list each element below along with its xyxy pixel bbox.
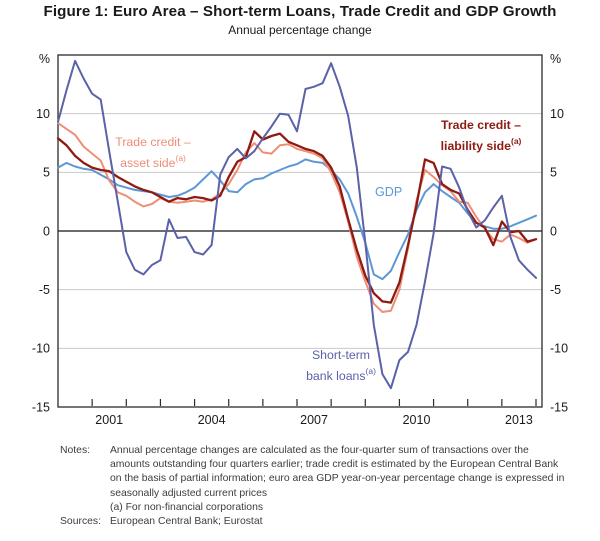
label-line: asset side: [120, 155, 176, 170]
y-axis-label-right: -15: [550, 400, 568, 414]
label-line: bank loans: [306, 369, 366, 384]
footnote-marker: (a): [511, 135, 522, 146]
y-axis-label-right: 0: [550, 224, 557, 238]
y-axis-label-right: -10: [550, 342, 568, 356]
y-axis-label-left: 0: [43, 224, 50, 238]
label-trade-credit-liability-side: Trade credit – liability side(a): [428, 117, 534, 154]
x-axis-label: 2004: [198, 413, 226, 427]
notes-label: Notes:: [60, 445, 91, 456]
y-axis-label-left: -5: [39, 283, 50, 297]
x-axis-label: 2001: [95, 413, 123, 427]
figure-subtitle: Annual percentage change: [228, 23, 372, 37]
y-axis-label-right: 10: [550, 107, 564, 121]
notes-line: on the basis of partial information; eur…: [110, 473, 565, 485]
label-line: Trade credit –: [441, 118, 521, 132]
series-line-short-term-bank-loans-a-: [57, 59, 537, 390]
notes-block: Notes: Annual percentage changes are cal…: [60, 444, 564, 529]
notes-line: Annual percentage changes are calculated…: [110, 445, 529, 456]
y-axis-label-right: 5: [550, 166, 557, 180]
footnote-marker: (a): [365, 366, 376, 376]
notes-line: amounts outstanding four quarters earlie…: [110, 459, 559, 471]
x-axis-label: 2013: [505, 413, 533, 427]
label-line: Short-term: [311, 348, 371, 362]
sources-text: European Central Bank; Eurostat: [110, 516, 263, 528]
plot-border: [57, 54, 543, 408]
label-line: liability side: [440, 138, 511, 153]
y-axis-label-left: 5: [43, 166, 50, 180]
footnote-marker: (a): [175, 152, 186, 163]
label-line: GDP: [375, 185, 403, 199]
notes-footnote-line: (a) For non-financial corporations: [110, 501, 264, 513]
sources-label: Sources:: [60, 516, 102, 528]
y-axis-unit-left: %: [39, 52, 50, 66]
x-axis-label: 2007: [300, 413, 328, 427]
x-axis-label: 2010: [403, 413, 431, 427]
label-trade-credit-asset-side: Trade credit – asset side(a): [103, 134, 203, 171]
series-line-trade-credit-asset-side-a-: [57, 122, 537, 313]
series-line-trade-credit-liability-side-a-: [56, 130, 538, 304]
series-line-gdp: [57, 158, 537, 281]
y-axis-unit-right: %: [550, 52, 561, 66]
label-gdp: GDP: [375, 184, 425, 201]
label-short-term-bank-loans: Short-term bank loans(a): [288, 347, 394, 385]
y-axis-label-left: 10: [36, 107, 50, 121]
figure-title: Figure 1: Euro Area – Short-term Loans, …: [43, 3, 557, 20]
y-axis-label-right: -5: [550, 283, 561, 297]
notes-line: seasonally adjusted current prices: [110, 487, 268, 499]
notes-text: Annual percentage changes are calculated…: [110, 444, 564, 515]
y-axis-label-left: -10: [32, 342, 50, 356]
label-line: Trade credit –: [115, 135, 191, 149]
y-axis-label-left: -15: [32, 400, 50, 414]
